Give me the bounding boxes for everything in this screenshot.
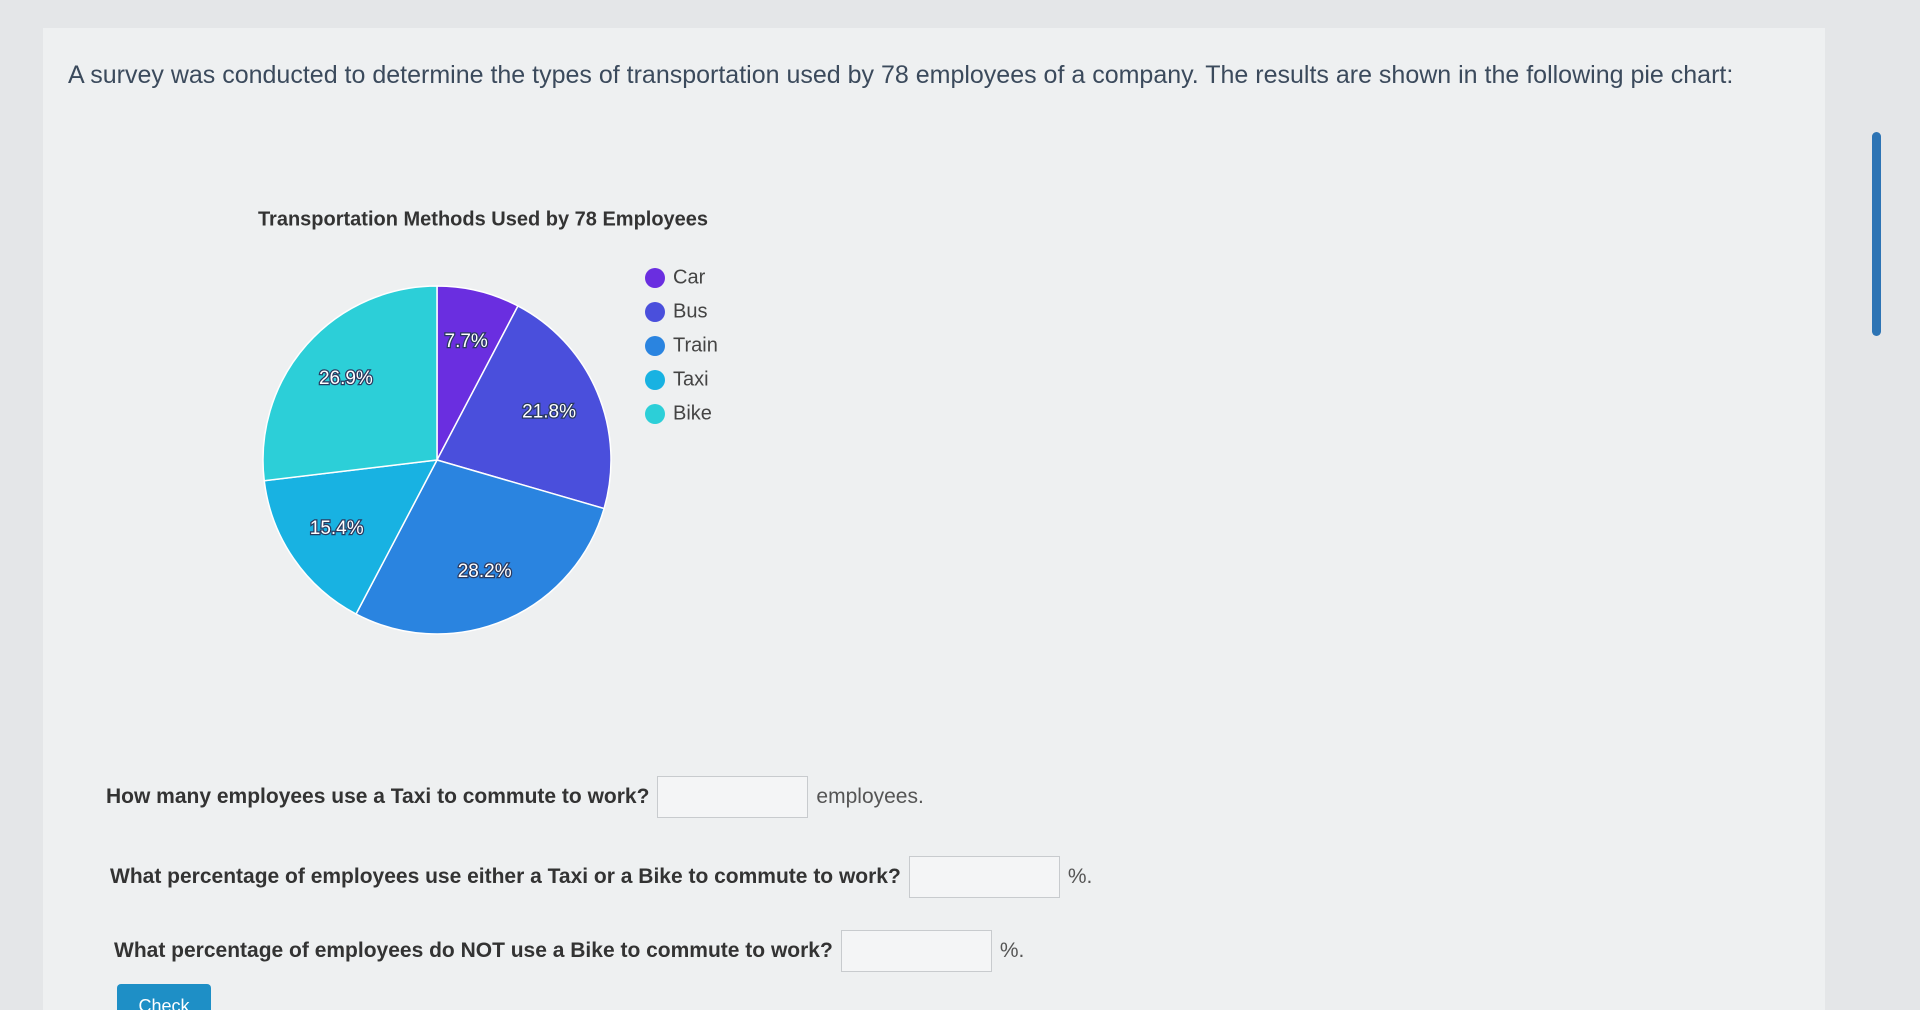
legend-swatch: [645, 404, 665, 424]
data-label: 15.4%: [310, 518, 364, 539]
answer-input[interactable]: [840, 930, 992, 972]
legend-label: Bus: [673, 300, 707, 322]
scrollbar: [1872, 132, 1881, 336]
pie-slice: [262, 285, 438, 482]
pie-slice: [435, 304, 612, 510]
question: What percentage of employees do NOT use …: [114, 930, 1024, 972]
legend-label: Car: [673, 266, 706, 288]
legend-swatch: [645, 336, 665, 356]
answer-unit: employees.: [816, 785, 924, 808]
answer-input[interactable]: [657, 776, 809, 818]
question-text: What percentage of employees use either …: [110, 865, 901, 888]
question: How many employees use a Taxi to commute…: [106, 776, 924, 818]
question-text: What percentage of employees do NOT use …: [114, 939, 833, 962]
question: What percentage of employees use either …: [110, 856, 1092, 898]
intro-text: A survey was conducted to determine the …: [68, 61, 1734, 89]
chart-title: Transportation Methods Used by 78 Employ…: [258, 208, 708, 230]
pie-slice: [263, 459, 439, 616]
legend-swatch: [645, 302, 665, 322]
data-label: 21.8%: [522, 401, 576, 422]
legend-label: Bike: [673, 402, 712, 424]
answer-input[interactable]: [908, 856, 1060, 898]
data-label: 26.9%: [319, 368, 373, 389]
data-label: 7.7%: [445, 331, 488, 352]
data-label: 28.2%: [458, 561, 512, 582]
answer-unit: %.: [999, 939, 1025, 962]
legend-label: Train: [673, 334, 718, 356]
check-button[interactable]: Check: [117, 984, 211, 1010]
legend-label: Taxi: [673, 368, 709, 390]
question-text: How many employees use a Taxi to commute…: [106, 785, 650, 808]
legend-swatch: [645, 370, 665, 390]
pie-slice: [355, 459, 606, 635]
answer-unit: %.: [1067, 865, 1093, 888]
legend-swatch: [645, 268, 665, 288]
